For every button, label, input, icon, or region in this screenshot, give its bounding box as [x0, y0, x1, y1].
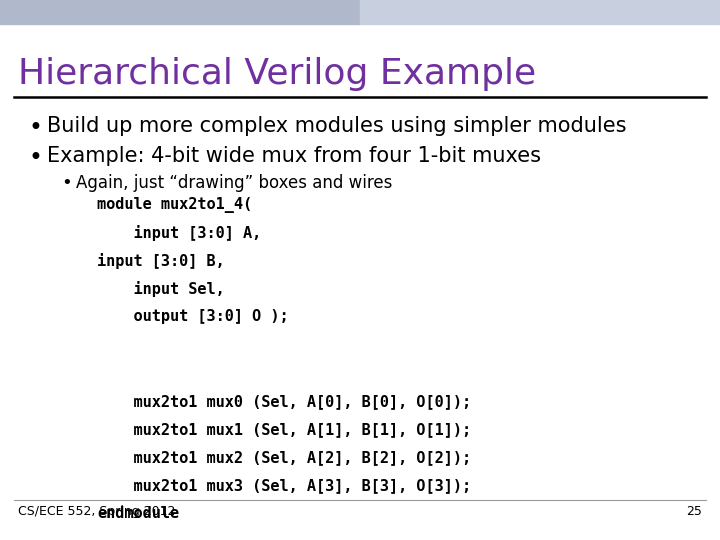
Text: input [3:0] A,: input [3:0] A,: [97, 225, 261, 241]
Bar: [0, 0, 360, 24]
Text: output [3:0] O );: output [3:0] O );: [97, 309, 289, 325]
Text: Again, just “drawing” boxes and wires: Again, just “drawing” boxes and wires: [76, 174, 392, 192]
Text: mux2to1 mux1 (Sel, A[1], B[1], O[1]);: mux2to1 mux1 (Sel, A[1], B[1], O[1]);: [97, 422, 472, 437]
Text: input Sel,: input Sel,: [97, 281, 225, 298]
Bar: [360, 0, 720, 24]
Text: module mux2to1_4(: module mux2to1_4(: [97, 197, 252, 213]
Text: •: •: [61, 174, 72, 192]
Text: Build up more complex modules using simpler modules: Build up more complex modules using simp…: [47, 116, 626, 136]
Text: input [3:0] B,: input [3:0] B,: [97, 253, 225, 269]
Text: Hierarchical Verilog Example: Hierarchical Verilog Example: [18, 57, 536, 91]
Text: •: •: [29, 116, 42, 140]
Text: mux2to1 mux2 (Sel, A[2], B[2], O[2]);: mux2to1 mux2 (Sel, A[2], B[2], O[2]);: [97, 450, 472, 465]
Text: mux2to1 mux3 (Sel, A[3], B[3], O[3]);: mux2to1 mux3 (Sel, A[3], B[3], O[3]);: [97, 478, 472, 493]
Text: endmodule: endmodule: [97, 506, 179, 521]
Text: 25: 25: [686, 505, 702, 518]
Text: CS/ECE 552, Spring 2012: CS/ECE 552, Spring 2012: [18, 505, 176, 518]
Text: Example: 4-bit wide mux from four 1-bit muxes: Example: 4-bit wide mux from four 1-bit …: [47, 146, 541, 166]
Text: mux2to1 mux0 (Sel, A[0], B[0], O[0]);: mux2to1 mux0 (Sel, A[0], B[0], O[0]);: [97, 394, 472, 409]
Text: •: •: [29, 146, 42, 170]
